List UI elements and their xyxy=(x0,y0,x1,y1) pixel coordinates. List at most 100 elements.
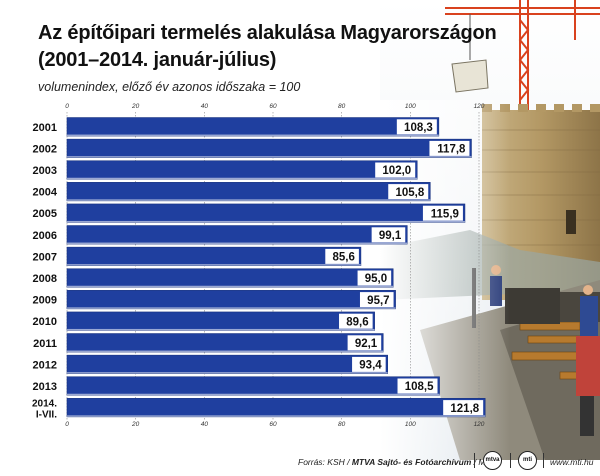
value-label-box xyxy=(375,162,416,178)
bar xyxy=(66,290,396,310)
category-label: 2001 xyxy=(33,122,57,134)
bar-highlight xyxy=(67,415,486,417)
value-labels: 108,3 117,8 102,0 105,8 115,9 99,1 85,6 95,0 95,… xyxy=(325,119,484,416)
value-label: 108,5 xyxy=(405,381,434,393)
mtva-logo: mtva xyxy=(483,451,502,470)
x-tick-label: 0 xyxy=(65,421,69,428)
x-tick-label: 40 xyxy=(201,421,209,428)
chart-title-line-2: (2001–2014. január-július) xyxy=(38,49,277,71)
value-label: 115,9 xyxy=(431,208,459,220)
category-label: 2006 xyxy=(33,230,57,242)
value-label-box xyxy=(397,378,438,394)
bar-highlight xyxy=(67,328,375,331)
value-label: 95,0 xyxy=(365,273,387,285)
x-tick-label: 80 xyxy=(338,103,346,110)
category-label: 2011 xyxy=(33,338,57,350)
bar xyxy=(66,138,472,158)
x-tick-label: 60 xyxy=(269,103,277,110)
value-label-box xyxy=(388,184,429,200)
separator xyxy=(474,453,475,468)
category-label: 2010 xyxy=(33,316,57,328)
bar-highlight xyxy=(67,393,440,396)
value-label-box xyxy=(352,356,386,372)
x-tick-label: 60 xyxy=(269,421,277,428)
bar-highlight xyxy=(67,134,439,137)
x-tick-label: 100 xyxy=(405,103,416,110)
value-label: 99,1 xyxy=(379,230,402,242)
value-label-box xyxy=(357,270,392,286)
source-text: Forrás: KSH / MTVA Sajtó- és Fotóarchívu… xyxy=(298,457,493,467)
value-label: 93,4 xyxy=(359,360,382,372)
category-label: 2005 xyxy=(33,208,57,220)
bar xyxy=(66,182,431,202)
x-tick-label: 80 xyxy=(338,421,346,428)
value-label-box xyxy=(359,292,394,308)
bar-highlight xyxy=(67,156,472,158)
x-axis-bottom-ticks: 0 20 40 60 80 100 120 xyxy=(65,421,485,428)
bar-highlight xyxy=(67,350,384,353)
separator xyxy=(543,453,544,468)
category-label: 2004 xyxy=(33,187,58,199)
x-axis-top-ticks: 0 20 40 60 80 100 120 xyxy=(65,103,485,110)
bar xyxy=(66,246,362,266)
bar xyxy=(66,117,440,137)
category-label: 2007 xyxy=(33,251,57,263)
category-label: 2009 xyxy=(33,295,57,307)
category-labels: 2001 2002 2003 2004 2005 2006 2007 2008 2009 2010… xyxy=(32,122,58,421)
bars xyxy=(66,117,486,418)
value-label-box xyxy=(443,400,484,416)
value-label: 121,8 xyxy=(450,403,479,415)
bar xyxy=(66,376,440,396)
bar xyxy=(66,398,486,418)
value-label: 102,0 xyxy=(382,165,411,177)
category-label: 2008 xyxy=(33,273,57,285)
bar-highlight xyxy=(67,285,394,288)
category-label: 2013 xyxy=(33,381,57,393)
bar xyxy=(66,160,418,180)
bar-highlight xyxy=(67,264,361,266)
bar xyxy=(66,311,375,331)
bar xyxy=(66,268,394,288)
x-tick-label: 100 xyxy=(405,421,416,428)
bar-highlight xyxy=(67,199,431,201)
source-prefix: Forrás: KSH / xyxy=(298,457,352,467)
website-link[interactable]: www.mti.hu xyxy=(550,457,594,467)
bar xyxy=(66,354,388,374)
category-label: 2003 xyxy=(33,165,57,177)
chart-title-line-1: Az építőipari termelés alakulása Magyaro… xyxy=(38,22,497,44)
bar-highlight xyxy=(67,307,396,309)
category-label: 2002 xyxy=(33,143,57,155)
value-label: 117,8 xyxy=(437,144,466,156)
value-label: 95,7 xyxy=(367,295,389,307)
value-label: 105,8 xyxy=(395,187,424,199)
bar-highlight xyxy=(67,242,408,245)
value-label-box xyxy=(429,140,470,156)
footer: Forrás: KSH / MTVA Sajtó- és Fotóarchívu… xyxy=(0,448,600,476)
source-agency: MTVA Sajtó- és Fotóarchívum xyxy=(351,457,472,467)
bar xyxy=(66,225,408,245)
value-label: 89,6 xyxy=(346,316,368,328)
x-tick-label: 20 xyxy=(131,421,140,428)
separator xyxy=(510,453,511,468)
category-label: 2012 xyxy=(33,359,57,371)
value-label-box xyxy=(347,335,382,351)
bar xyxy=(66,333,384,353)
category-label: 2014. I-VII. xyxy=(32,399,57,421)
x-tick-label: 20 xyxy=(131,103,140,110)
value-label-box xyxy=(371,227,406,243)
value-label: 108,3 xyxy=(404,122,433,134)
bar-highlight xyxy=(67,177,418,180)
value-label-box xyxy=(396,119,437,135)
bar-highlight xyxy=(67,372,388,374)
bar-highlight xyxy=(67,220,465,223)
chart-subtitle: volumenindex, előző év azonos időszaka =… xyxy=(38,80,301,94)
value-label-box xyxy=(339,313,373,329)
value-label: 85,6 xyxy=(333,252,355,264)
x-tick-label: 120 xyxy=(474,103,485,110)
value-label-box xyxy=(325,248,359,264)
x-tick-label: 0 xyxy=(65,103,69,110)
x-tick-label: 40 xyxy=(201,103,209,110)
